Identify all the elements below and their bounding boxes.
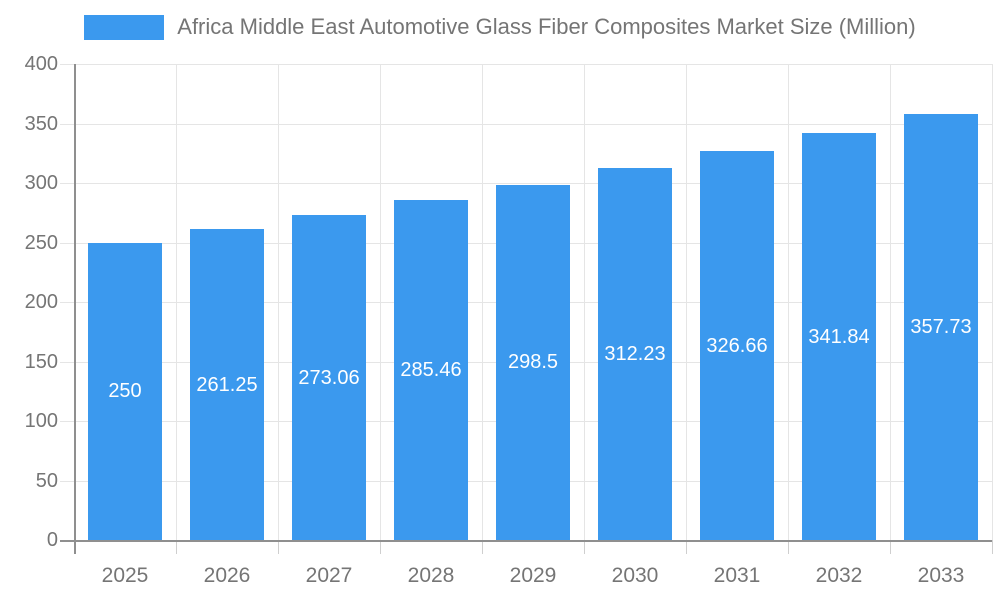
x-axis-tick (584, 540, 585, 554)
y-tick-label: 200 (24, 291, 58, 313)
bar-value-label: 250 (108, 380, 142, 403)
legend-swatch[interactable] (84, 14, 165, 40)
x-axis-tick (788, 540, 789, 554)
x-axis-label: 2032 (815, 564, 863, 587)
y-tick-label: 350 (24, 112, 58, 135)
y-gridline (60, 123, 992, 125)
bar (802, 133, 876, 540)
x-gridline (890, 64, 891, 540)
y-tick-label: 100 (24, 410, 58, 432)
y-axis-line (74, 64, 76, 554)
bar-value-label: 326.66 (706, 334, 768, 357)
x-axis-label: 2033 (917, 564, 965, 587)
x-axis-tick (278, 540, 279, 554)
x-gridline (380, 64, 381, 540)
x-axis-tick (482, 540, 483, 554)
bar-value-label: 298.5 (507, 351, 559, 374)
bar (904, 114, 978, 540)
x-axis-label: 2029 (509, 564, 557, 587)
bar (496, 184, 570, 540)
bar (700, 151, 774, 540)
x-axis-tick (992, 540, 993, 554)
bar-value-label: 341.84 (808, 325, 870, 348)
x-axis-label: 2031 (713, 564, 761, 587)
x-axis-tick (380, 540, 381, 554)
bar (88, 242, 162, 540)
bar (394, 200, 468, 540)
x-axis-tick (176, 540, 177, 554)
x-gridline (686, 64, 687, 540)
bar-value-label: 273.06 (298, 366, 360, 389)
x-axis-label: 2026 (203, 564, 251, 587)
x-gridline (278, 64, 279, 540)
bar (598, 168, 672, 540)
bar-value-label: 312.23 (604, 343, 666, 366)
y-tick-label: 150 (24, 350, 58, 373)
y-gridline (60, 183, 992, 184)
x-gridline (992, 64, 993, 540)
bar-value-label: 285.46 (400, 359, 462, 382)
legend-label[interactable]: Africa Middle East Automotive Glass Fibe… (177, 14, 916, 39)
x-gridline (584, 64, 585, 540)
chart-legend: Africa Middle East Automotive Glass Fibe… (0, 14, 1000, 40)
y-tick-label: 50 (35, 469, 58, 492)
x-axis-label: 2028 (407, 564, 455, 587)
x-gridline (176, 64, 177, 540)
bar-value-label: 261.25 (196, 373, 258, 396)
bar (190, 229, 264, 540)
x-axis-label: 2025 (101, 564, 149, 587)
y-gridline (60, 64, 992, 65)
x-gridline (482, 64, 483, 540)
x-axis-line (60, 540, 992, 542)
x-gridline (788, 64, 789, 540)
x-axis-tick (686, 540, 687, 554)
bar-value-label: 357.73 (910, 316, 972, 339)
y-tick-label: 0 (46, 529, 58, 551)
y-tick-label: 250 (24, 231, 58, 254)
y-tick-label: 300 (24, 172, 58, 194)
x-axis-label: 2027 (305, 564, 353, 587)
x-axis-label: 2030 (611, 564, 659, 587)
y-tick-label: 400 (24, 53, 58, 75)
bar (292, 215, 366, 540)
x-axis-tick (890, 540, 891, 554)
